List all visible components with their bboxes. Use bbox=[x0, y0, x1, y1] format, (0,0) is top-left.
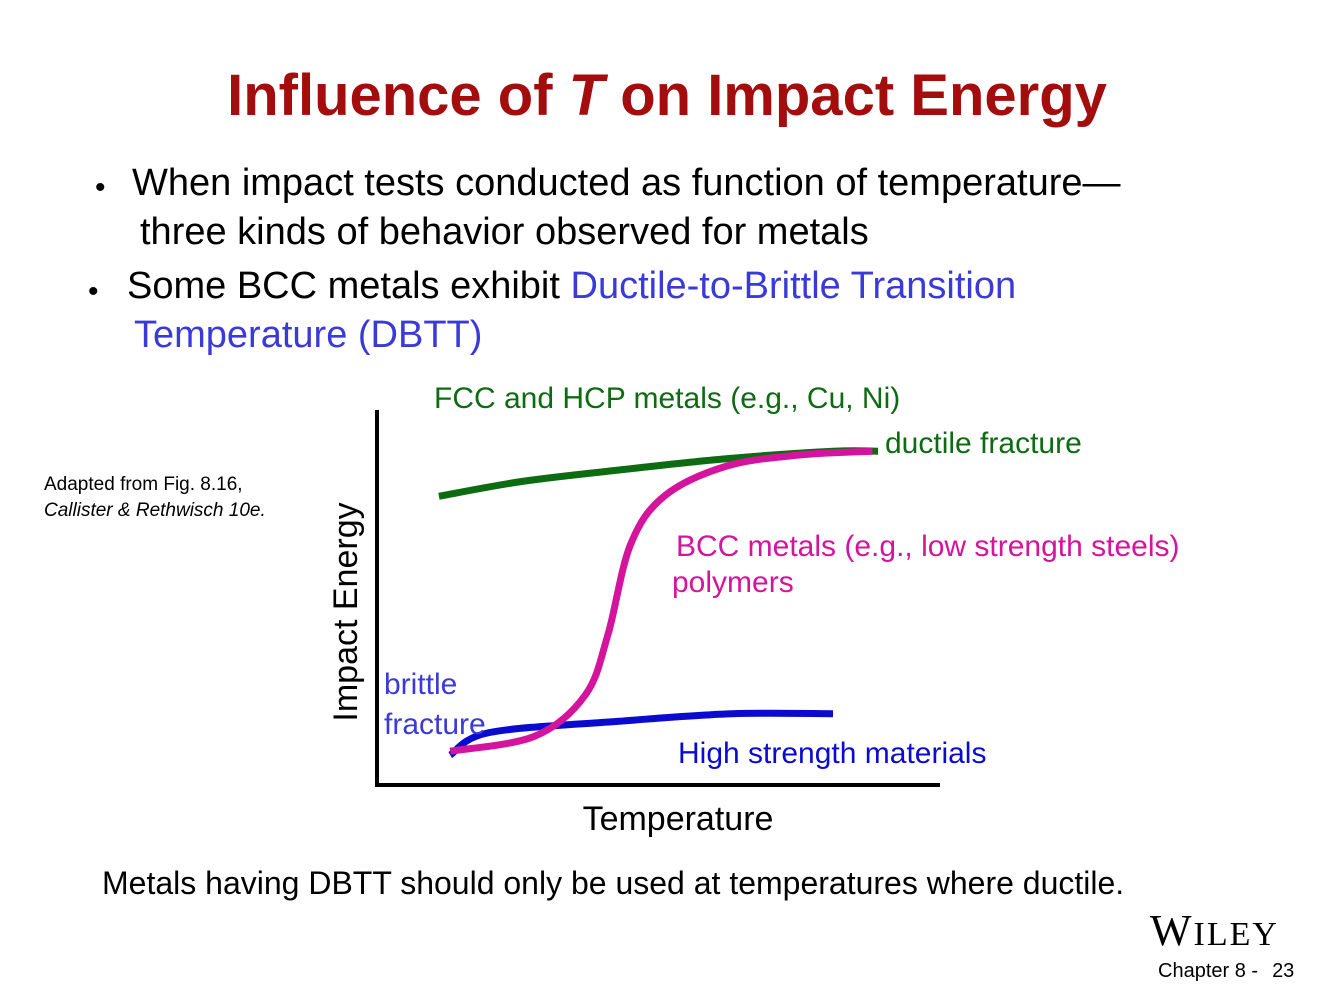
fcc-label: FCC and HCP metals (e.g., Cu, Ni) bbox=[434, 382, 900, 415]
y-axis-label: Impact Energy bbox=[327, 502, 365, 721]
bullet-dot-icon: • bbox=[95, 171, 106, 204]
bullet-1-line-1: When impact tests conducted as function … bbox=[132, 162, 1121, 204]
high-strength-curve bbox=[448, 709, 834, 759]
figure-credit: Adapted from Fig. 8.16, Callister & Rethw… bbox=[44, 474, 266, 521]
bottom-note: Metals having DBTT should only be used a… bbox=[102, 865, 1125, 901]
high-strength-label: High strength materials bbox=[678, 737, 986, 770]
page-number: 23 bbox=[1272, 960, 1295, 982]
ductile-fracture-label: ductile fracture bbox=[885, 427, 1082, 460]
x-axis-label: Temperature bbox=[583, 800, 774, 838]
slide-footer: Chapter 8 - 23 bbox=[1158, 960, 1294, 983]
wiley-logo: WILEY bbox=[1150, 906, 1279, 955]
bullet-dot-icon: • bbox=[88, 275, 99, 308]
brittle-label: brittle bbox=[384, 668, 457, 701]
slide-title: Influence of T on Impact Energy bbox=[227, 63, 1107, 128]
bullet-1-line-2: three kinds of behavior observed for met… bbox=[140, 211, 869, 253]
bullet-1: • bbox=[95, 164, 106, 207]
dbtt-highlight: Ductile-to-Brittle Transition bbox=[570, 265, 1017, 307]
fracture-label: fracture bbox=[384, 708, 486, 741]
footer-chapter: Chapter 8 - bbox=[1158, 960, 1259, 982]
bcc-curve bbox=[449, 447, 873, 755]
bullet-2-line-2: Temperature (DBTT) bbox=[134, 314, 483, 356]
fcc-hcp-curve bbox=[438, 447, 879, 500]
title-variable-t: T bbox=[568, 63, 605, 128]
bcc-polymers-label: polymers bbox=[672, 566, 794, 599]
bcc-label: BCC metals (e.g., low strength steels) bbox=[676, 530, 1180, 563]
bullet-2: • bbox=[88, 268, 99, 311]
bullet-2-line-1: Some BCC metals exhibit Ductile-to-Britt… bbox=[127, 265, 1017, 307]
